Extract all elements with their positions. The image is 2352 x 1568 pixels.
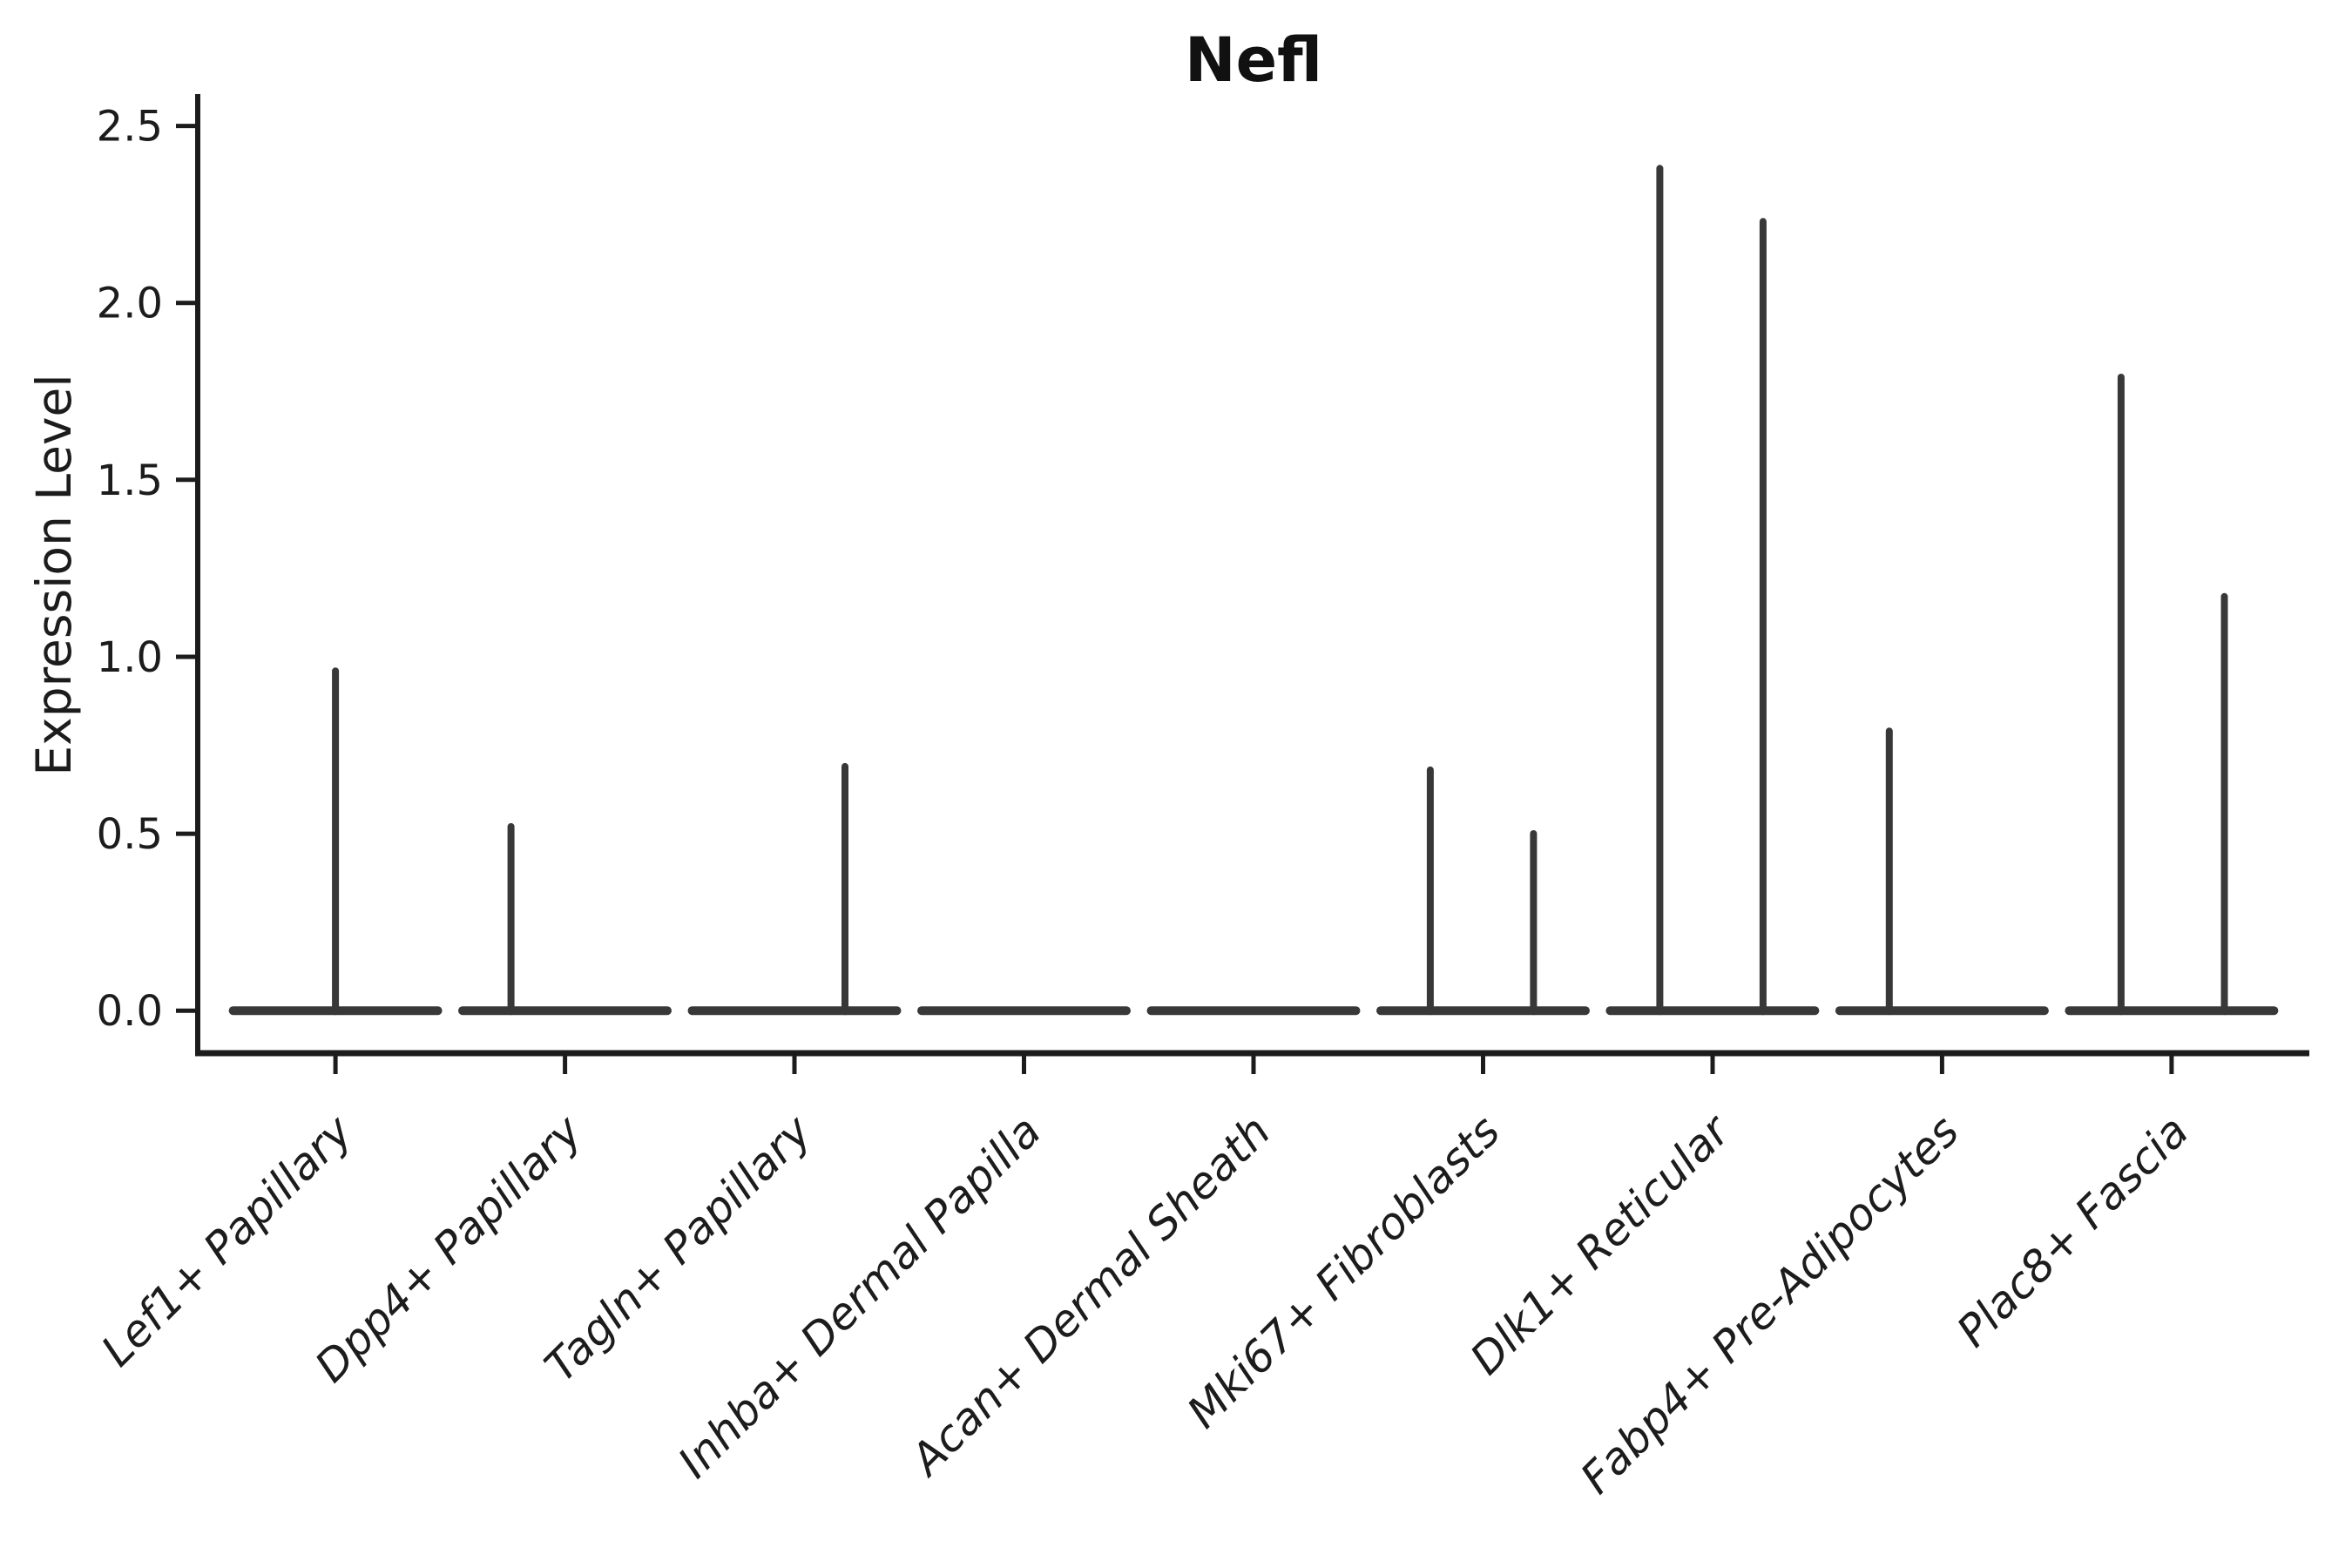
violin-spike (841, 762, 848, 1016)
violin-spike (332, 667, 340, 1016)
y-tick-label: 0.0 (97, 987, 163, 1036)
violin-body (228, 1006, 443, 1016)
violin-spike (1759, 218, 1767, 1016)
violin-spike (1656, 165, 1664, 1016)
y-tick-label: 2.0 (97, 280, 163, 328)
violin-spike (2117, 374, 2125, 1016)
y-tick-label: 0.5 (97, 810, 163, 859)
y-tick-label: 1.5 (97, 456, 163, 505)
y-tick-label: 1.0 (97, 633, 163, 682)
x-tick-label: Plac8+ Fascia (1947, 1105, 2198, 1356)
x-tick-label: Fabp4+ Pre-Adipocytes (1571, 1105, 1969, 1504)
violin-body (1146, 1006, 1361, 1016)
violin-body (458, 1006, 672, 1016)
violin-spike (1530, 830, 1538, 1016)
violin-body (1835, 1006, 2049, 1016)
violin-spike (1426, 766, 1434, 1016)
violin-body (1376, 1006, 1590, 1016)
x-tick-label: Inhba+ Dermal Papilla (669, 1105, 1051, 1487)
x-tick-label: Lef1+ Papillary (91, 1105, 362, 1375)
violin-spike (507, 822, 515, 1016)
violin-body (2065, 1006, 2279, 1016)
violin-body (917, 1006, 1131, 1016)
violin-body (687, 1006, 902, 1016)
violin-spike (1885, 727, 1893, 1016)
y-tick-label: 2.5 (97, 103, 163, 152)
violin-body (1605, 1006, 1820, 1016)
chart-title: Nefl (1185, 24, 1322, 96)
violin-spike (2220, 592, 2228, 1016)
